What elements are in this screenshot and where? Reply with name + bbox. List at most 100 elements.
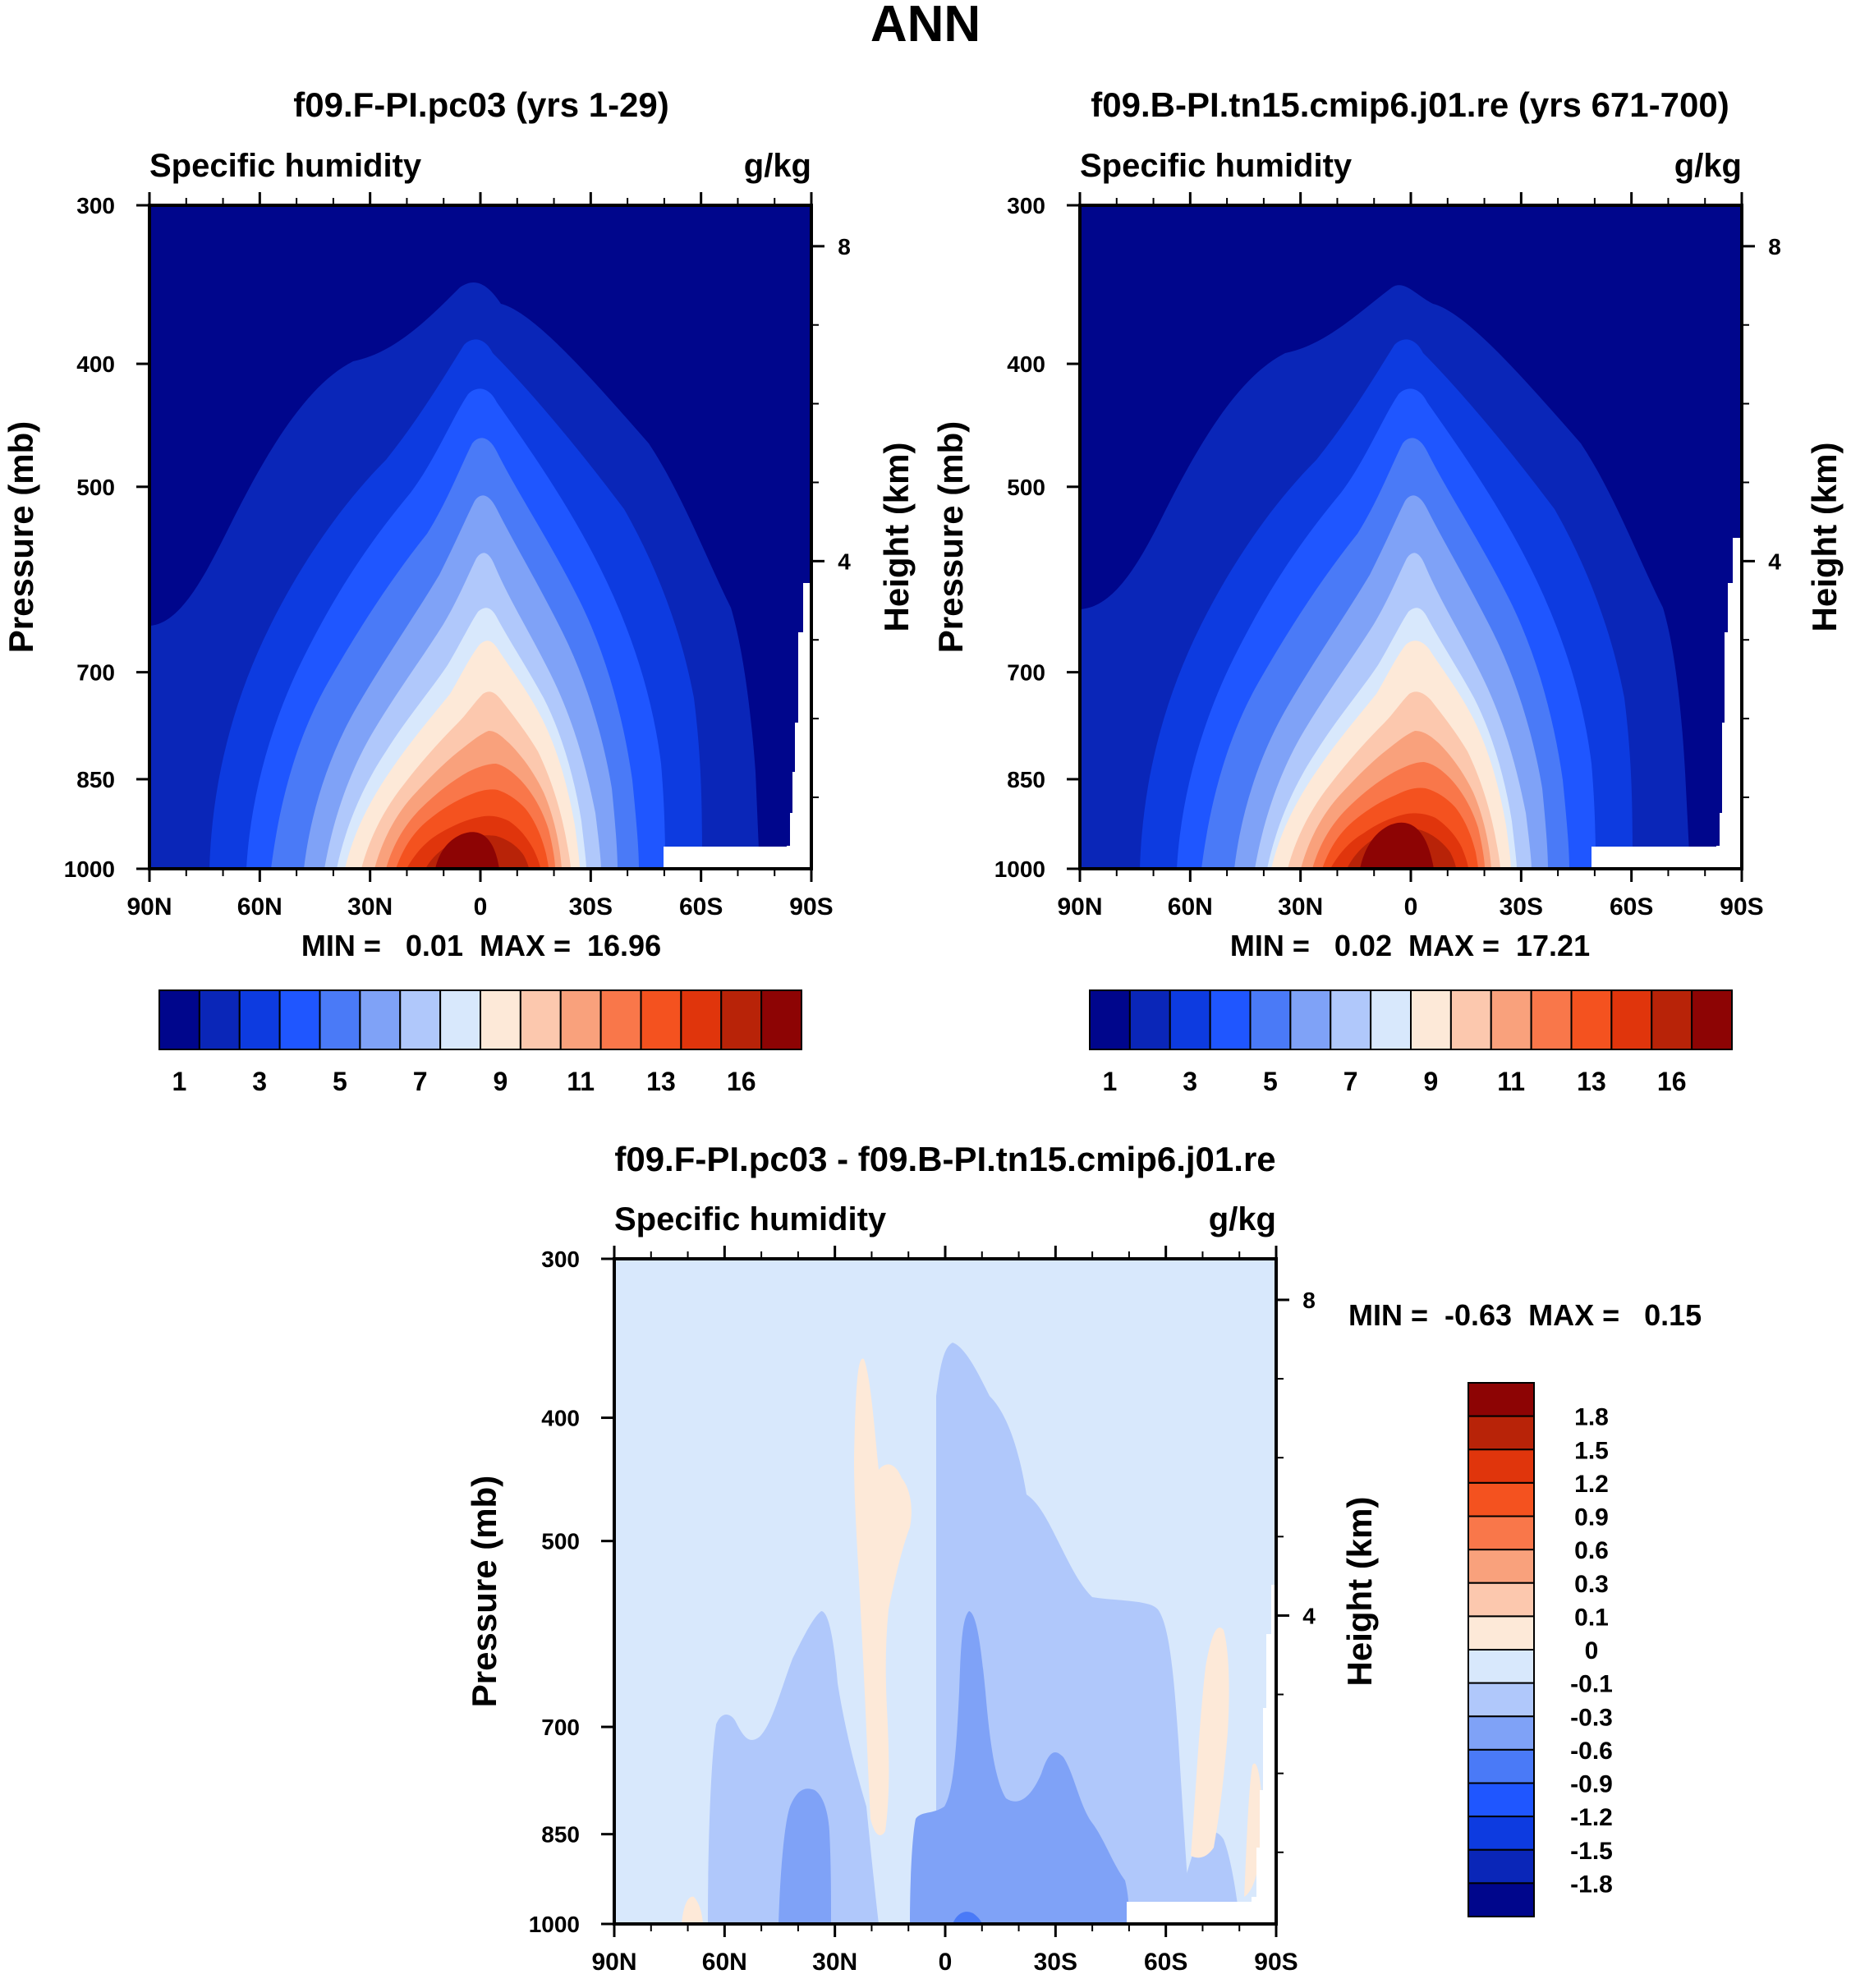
contour-band bbox=[779, 1788, 831, 1924]
x-tick-label: 90N bbox=[1057, 893, 1102, 921]
x-tick-label: 30S bbox=[1034, 1949, 1077, 1976]
y-tick-label: 850 bbox=[76, 767, 115, 792]
colorbar-label: 11 bbox=[567, 1067, 595, 1096]
contour-band bbox=[708, 1611, 879, 1924]
y2-axis-label: Height (km) bbox=[877, 443, 916, 632]
missing-data bbox=[1716, 538, 1742, 869]
y-tick-label: 300 bbox=[541, 1247, 580, 1272]
colorbar-label: -0.6 bbox=[1570, 1738, 1613, 1765]
colorbar-label: 0.3 bbox=[1574, 1571, 1609, 1598]
colorbar-swatch bbox=[1449, 989, 1492, 1050]
colorbar-label: 1.8 bbox=[1574, 1404, 1609, 1431]
colorbar: 1 3 5 7 9 11 13 16 bbox=[1089, 989, 1733, 1096]
colorbar-label: -0.1 bbox=[1570, 1671, 1613, 1698]
missing-data bbox=[664, 847, 787, 869]
missing-data bbox=[787, 583, 811, 869]
y-axis-label: Pressure (mb) bbox=[465, 1476, 503, 1707]
contour-band bbox=[435, 832, 499, 869]
contour-field bbox=[149, 205, 811, 869]
colorbar-swatch bbox=[559, 989, 602, 1050]
colorbar-label: 0.6 bbox=[1574, 1537, 1609, 1564]
colorbar-swatch bbox=[158, 989, 200, 1050]
y-tick-label: 1000 bbox=[64, 856, 115, 882]
x-tick-label: 90N bbox=[126, 893, 172, 921]
contour-band bbox=[854, 1358, 912, 1835]
panel-title: f09.F-PI.pc03 (yrs 1-29) bbox=[293, 85, 669, 124]
y-axis-ticks: 300 400 500 700 850 1000 8 4 bbox=[529, 1247, 1316, 1937]
y-tick-label: 850 bbox=[541, 1822, 580, 1848]
y2-tick-label: 8 bbox=[838, 234, 851, 259]
x-tick-label: 30N bbox=[347, 893, 393, 921]
units-label: g/kg bbox=[744, 148, 811, 184]
x-tick-label: 60N bbox=[1168, 893, 1213, 921]
colorbar-swatch bbox=[1467, 1816, 1535, 1851]
colorbar-swatch bbox=[1467, 1748, 1535, 1784]
colorbar-swatch bbox=[1467, 1549, 1535, 1584]
x-axis-ticks: 90N 60N 30N 0 30S 60S 90S bbox=[591, 1246, 1298, 1976]
y-axis-label: Pressure (mb) bbox=[2, 421, 40, 653]
colorbar-swatch bbox=[1330, 989, 1372, 1050]
colorbar-swatch bbox=[1467, 1882, 1535, 1917]
x-tick-label: 90S bbox=[789, 893, 833, 921]
colorbar-label: 13 bbox=[646, 1067, 676, 1096]
contour-band bbox=[1360, 822, 1434, 869]
y-tick-label: 1000 bbox=[994, 856, 1045, 882]
contour-field bbox=[1080, 205, 1742, 869]
colorbar-label: 3 bbox=[1183, 1067, 1197, 1096]
colorbar-swatch bbox=[1467, 1449, 1535, 1484]
colorbar-swatch bbox=[640, 989, 682, 1050]
contour-band bbox=[1191, 1628, 1229, 1858]
colorbar-label: 7 bbox=[1343, 1067, 1358, 1096]
panel-test: f09.B-PI.tn15.cmip6.j01.re (yrs 671-700)… bbox=[931, 85, 1844, 1096]
y-tick-label: 500 bbox=[1007, 475, 1045, 500]
colorbar-label: 1 bbox=[172, 1067, 187, 1096]
y-tick-label: 1000 bbox=[529, 1912, 580, 1937]
contour-band bbox=[910, 1611, 1129, 1924]
x-tick-label: 0 bbox=[474, 893, 488, 921]
colorbar-label: -1.2 bbox=[1570, 1804, 1613, 1831]
colorbar-label: 0.9 bbox=[1574, 1504, 1609, 1531]
colorbar-swatch bbox=[359, 989, 402, 1050]
x-tick-label: 60N bbox=[237, 893, 282, 921]
panel-title: f09.F-PI.pc03 - f09.B-PI.tn15.cmip6.j01.… bbox=[614, 1140, 1275, 1178]
colorbar-swatch bbox=[238, 989, 281, 1050]
colorbar-label: -0.3 bbox=[1570, 1704, 1613, 1731]
colorbar-label: 0.1 bbox=[1574, 1604, 1609, 1631]
colorbar-swatch bbox=[1467, 1582, 1535, 1618]
y-tick-label: 500 bbox=[541, 1529, 580, 1554]
colorbar-swatch bbox=[1289, 989, 1332, 1050]
x-tick-label: 0 bbox=[939, 1949, 953, 1976]
colorbar-label: -1.5 bbox=[1570, 1838, 1613, 1865]
colorbar-swatch bbox=[1467, 1682, 1535, 1718]
colorbar-swatch bbox=[1370, 989, 1412, 1050]
x-tick-label: 60S bbox=[1144, 1949, 1187, 1976]
y2-tick-label: 4 bbox=[838, 549, 851, 574]
colorbar-swatch bbox=[198, 989, 241, 1050]
missing-data bbox=[1127, 1902, 1252, 1924]
y2-tick-label: 8 bbox=[1302, 1288, 1316, 1313]
panel-title: f09.B-PI.tn15.cmip6.j01.re (yrs 671-700) bbox=[1091, 85, 1729, 124]
y-tick-label: 300 bbox=[1007, 193, 1045, 218]
colorbar-label: 7 bbox=[413, 1067, 428, 1096]
y-axis-label: Pressure (mb) bbox=[931, 421, 970, 653]
y-axis-ticks: 300 400 500 700 850 1000 8 4 bbox=[64, 193, 852, 882]
x-axis-ticks: 90N 60N 30N 0 30S 60S 90S bbox=[126, 192, 834, 921]
colorbar: 1 3 5 7 9 11 13 16 bbox=[158, 989, 802, 1096]
colorbar-swatch bbox=[599, 989, 642, 1050]
y-tick-label: 850 bbox=[1007, 767, 1045, 792]
colorbar-swatch bbox=[399, 989, 442, 1050]
y-tick-label: 400 bbox=[1007, 351, 1045, 377]
colorbar-swatch bbox=[1089, 989, 1131, 1050]
colorbar-swatch bbox=[319, 989, 361, 1050]
colorbar-swatch bbox=[278, 989, 321, 1050]
colorbar-label: 5 bbox=[1263, 1067, 1278, 1096]
y-tick-label: 400 bbox=[76, 351, 115, 377]
colorbar-swatch bbox=[1691, 989, 1733, 1050]
x-tick-label: 60N bbox=[702, 1949, 747, 1976]
colorbar-label: 1.2 bbox=[1574, 1471, 1609, 1498]
colorbar-swatch bbox=[1467, 1782, 1535, 1818]
y-tick-label: 700 bbox=[1007, 660, 1045, 686]
y-tick-label: 300 bbox=[76, 193, 115, 218]
x-tick-label: 60S bbox=[679, 893, 723, 921]
